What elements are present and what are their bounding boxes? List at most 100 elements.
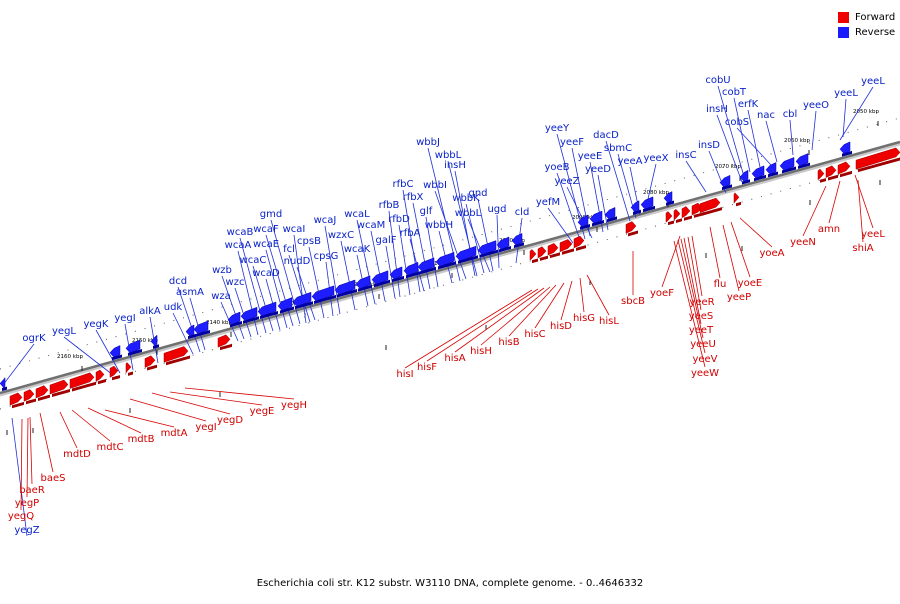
forward-gene-block-arrow	[837, 161, 851, 175]
reverse-gene-block	[496, 236, 511, 253]
forward-gene-label: yeeS	[689, 311, 714, 322]
reverse-gene-label: rfbA	[400, 228, 421, 239]
forward-leader-line	[20, 418, 23, 511]
forward-gene-block-shadow	[858, 157, 900, 173]
reverse-gene-block-shadow	[754, 174, 766, 182]
reverse-gene-label: fcl	[283, 244, 295, 255]
reverse-gene-block-arrow	[719, 174, 731, 188]
reverse-leader-line	[356, 219, 376, 305]
reverse-gene-block-arrow	[150, 334, 158, 347]
tick-label: 2150 kbp	[132, 338, 158, 344]
reverse-gene-label: wcaI	[283, 224, 306, 235]
reverse-leader-line	[477, 198, 494, 272]
forward-gene-block-arrow	[23, 389, 35, 402]
reverse-leader-line	[340, 240, 356, 311]
reverse-gene-block	[477, 240, 498, 258]
forward-gene-label: yegD	[217, 415, 243, 426]
reverse-gene-label: wzc	[226, 277, 245, 288]
forward-gene-block-arrow	[69, 372, 95, 389]
forward-leader-line	[480, 286, 551, 346]
forward-gene-block-arrow	[9, 392, 23, 406]
reverse-leader-line	[716, 114, 743, 183]
reverse-gene-block-arrow	[795, 153, 809, 167]
forward-gene-label: baeR	[19, 485, 45, 496]
forward-gene-block-shadow	[72, 381, 96, 392]
forward-gene-block-shadow	[52, 389, 70, 398]
reverse-gene-block-shadow	[480, 249, 498, 258]
forward-gene-block-shadow	[828, 174, 838, 181]
forward-leader-line	[404, 289, 533, 369]
reverse-gene-label: wcaL	[344, 209, 370, 220]
reverse-gene-block	[417, 257, 436, 275]
forward-gene-block-arrow	[49, 379, 69, 395]
forward-gene-block	[673, 208, 682, 223]
tick-label: 2060 kbp	[784, 138, 810, 144]
forward-gene-label: hisA	[444, 353, 465, 364]
reverse-leader-line	[842, 98, 847, 138]
reverse-gene-label: cobU	[705, 75, 730, 86]
tick-label: 2070 kbp	[715, 164, 741, 170]
forward-gene-block-arrow	[144, 355, 156, 368]
forward-gene-label: yegI	[195, 422, 216, 433]
forward-gene-block-shadow	[166, 355, 190, 366]
reverse-gene-label: yeeE	[578, 151, 603, 162]
forward-leader-line	[828, 180, 841, 224]
reverse-gene-label: cpsG	[314, 251, 339, 262]
reverse-leader-line	[177, 286, 201, 353]
reverse-leader-line	[789, 119, 794, 156]
reverse-gene-label: wcaA	[225, 240, 252, 251]
reverse-gene-label: wcaK	[344, 244, 371, 255]
reverse-gene-block-shadow	[295, 301, 313, 310]
tick-label: 2080 kbp	[643, 190, 669, 196]
forward-gene-label: yegQ	[8, 511, 34, 522]
forward-gene-block	[35, 385, 50, 401]
reverse-leader-line	[252, 265, 274, 332]
reverse-gene-label: yegK	[84, 319, 109, 330]
reverse-gene-block-shadow	[374, 279, 390, 288]
tick-label: 2160 kbp	[57, 354, 83, 360]
reverse-leader-line	[811, 110, 817, 151]
reverse-gene-block-arrow	[739, 169, 749, 182]
reverse-gene-label: wzb	[212, 265, 232, 276]
reverse-gene-block	[739, 169, 750, 185]
reverse-gene-block	[751, 165, 766, 182]
reverse-gene-block	[640, 196, 655, 213]
forward-gene-label: mdtB	[128, 434, 155, 445]
reverse-gene-block	[403, 262, 420, 279]
forward-gene-block-arrow	[665, 211, 673, 223]
reverse-leader-line	[425, 216, 439, 288]
reverse-gene-block-shadow	[230, 321, 242, 328]
forward-leader-line	[673, 240, 706, 368]
reverse-gene-block-shadow	[392, 275, 404, 283]
reverse-gene-label: wbbK	[452, 193, 480, 204]
reverse-gene-block-shadow	[188, 333, 196, 340]
reverse-gene-block-arrow	[277, 297, 293, 311]
forward-gene-block	[217, 334, 232, 351]
reverse-gene-label: nac	[757, 110, 775, 121]
forward-leader-line	[680, 238, 704, 339]
reverse-leader-line	[467, 218, 491, 273]
reverse-gene-label: insD	[698, 140, 720, 151]
reverse-leader-line	[189, 297, 206, 351]
reverse-gene-label: yegL	[52, 326, 76, 337]
reverse-leader-line	[63, 336, 114, 376]
forward-gene-label: hisB	[498, 337, 519, 348]
forward-gene-label: shiA	[852, 243, 873, 254]
forward-leader-line	[129, 398, 207, 422]
reverse-gene-block-shadow	[153, 344, 159, 349]
forward-gene-block-shadow	[26, 398, 36, 405]
reverse-gene-label: alkA	[139, 306, 161, 317]
reverse-gene-label: ogrK	[22, 333, 46, 344]
forward-leader-line	[87, 407, 142, 434]
reverse-gene-block	[125, 339, 142, 356]
reverse-gene-label: wzxC	[328, 230, 354, 241]
forward-gene-block-arrow	[855, 147, 900, 170]
forward-leader-line	[683, 237, 702, 325]
reverse-gene-block	[240, 306, 259, 324]
reverse-leader-line	[733, 97, 751, 173]
reverse-gene-label: cbl	[783, 109, 798, 120]
reverse-leader-line	[465, 203, 485, 274]
reverse-leader-line	[370, 230, 386, 302]
reverse-gene-block	[577, 214, 590, 230]
forward-gene-block-shadow	[128, 371, 133, 376]
